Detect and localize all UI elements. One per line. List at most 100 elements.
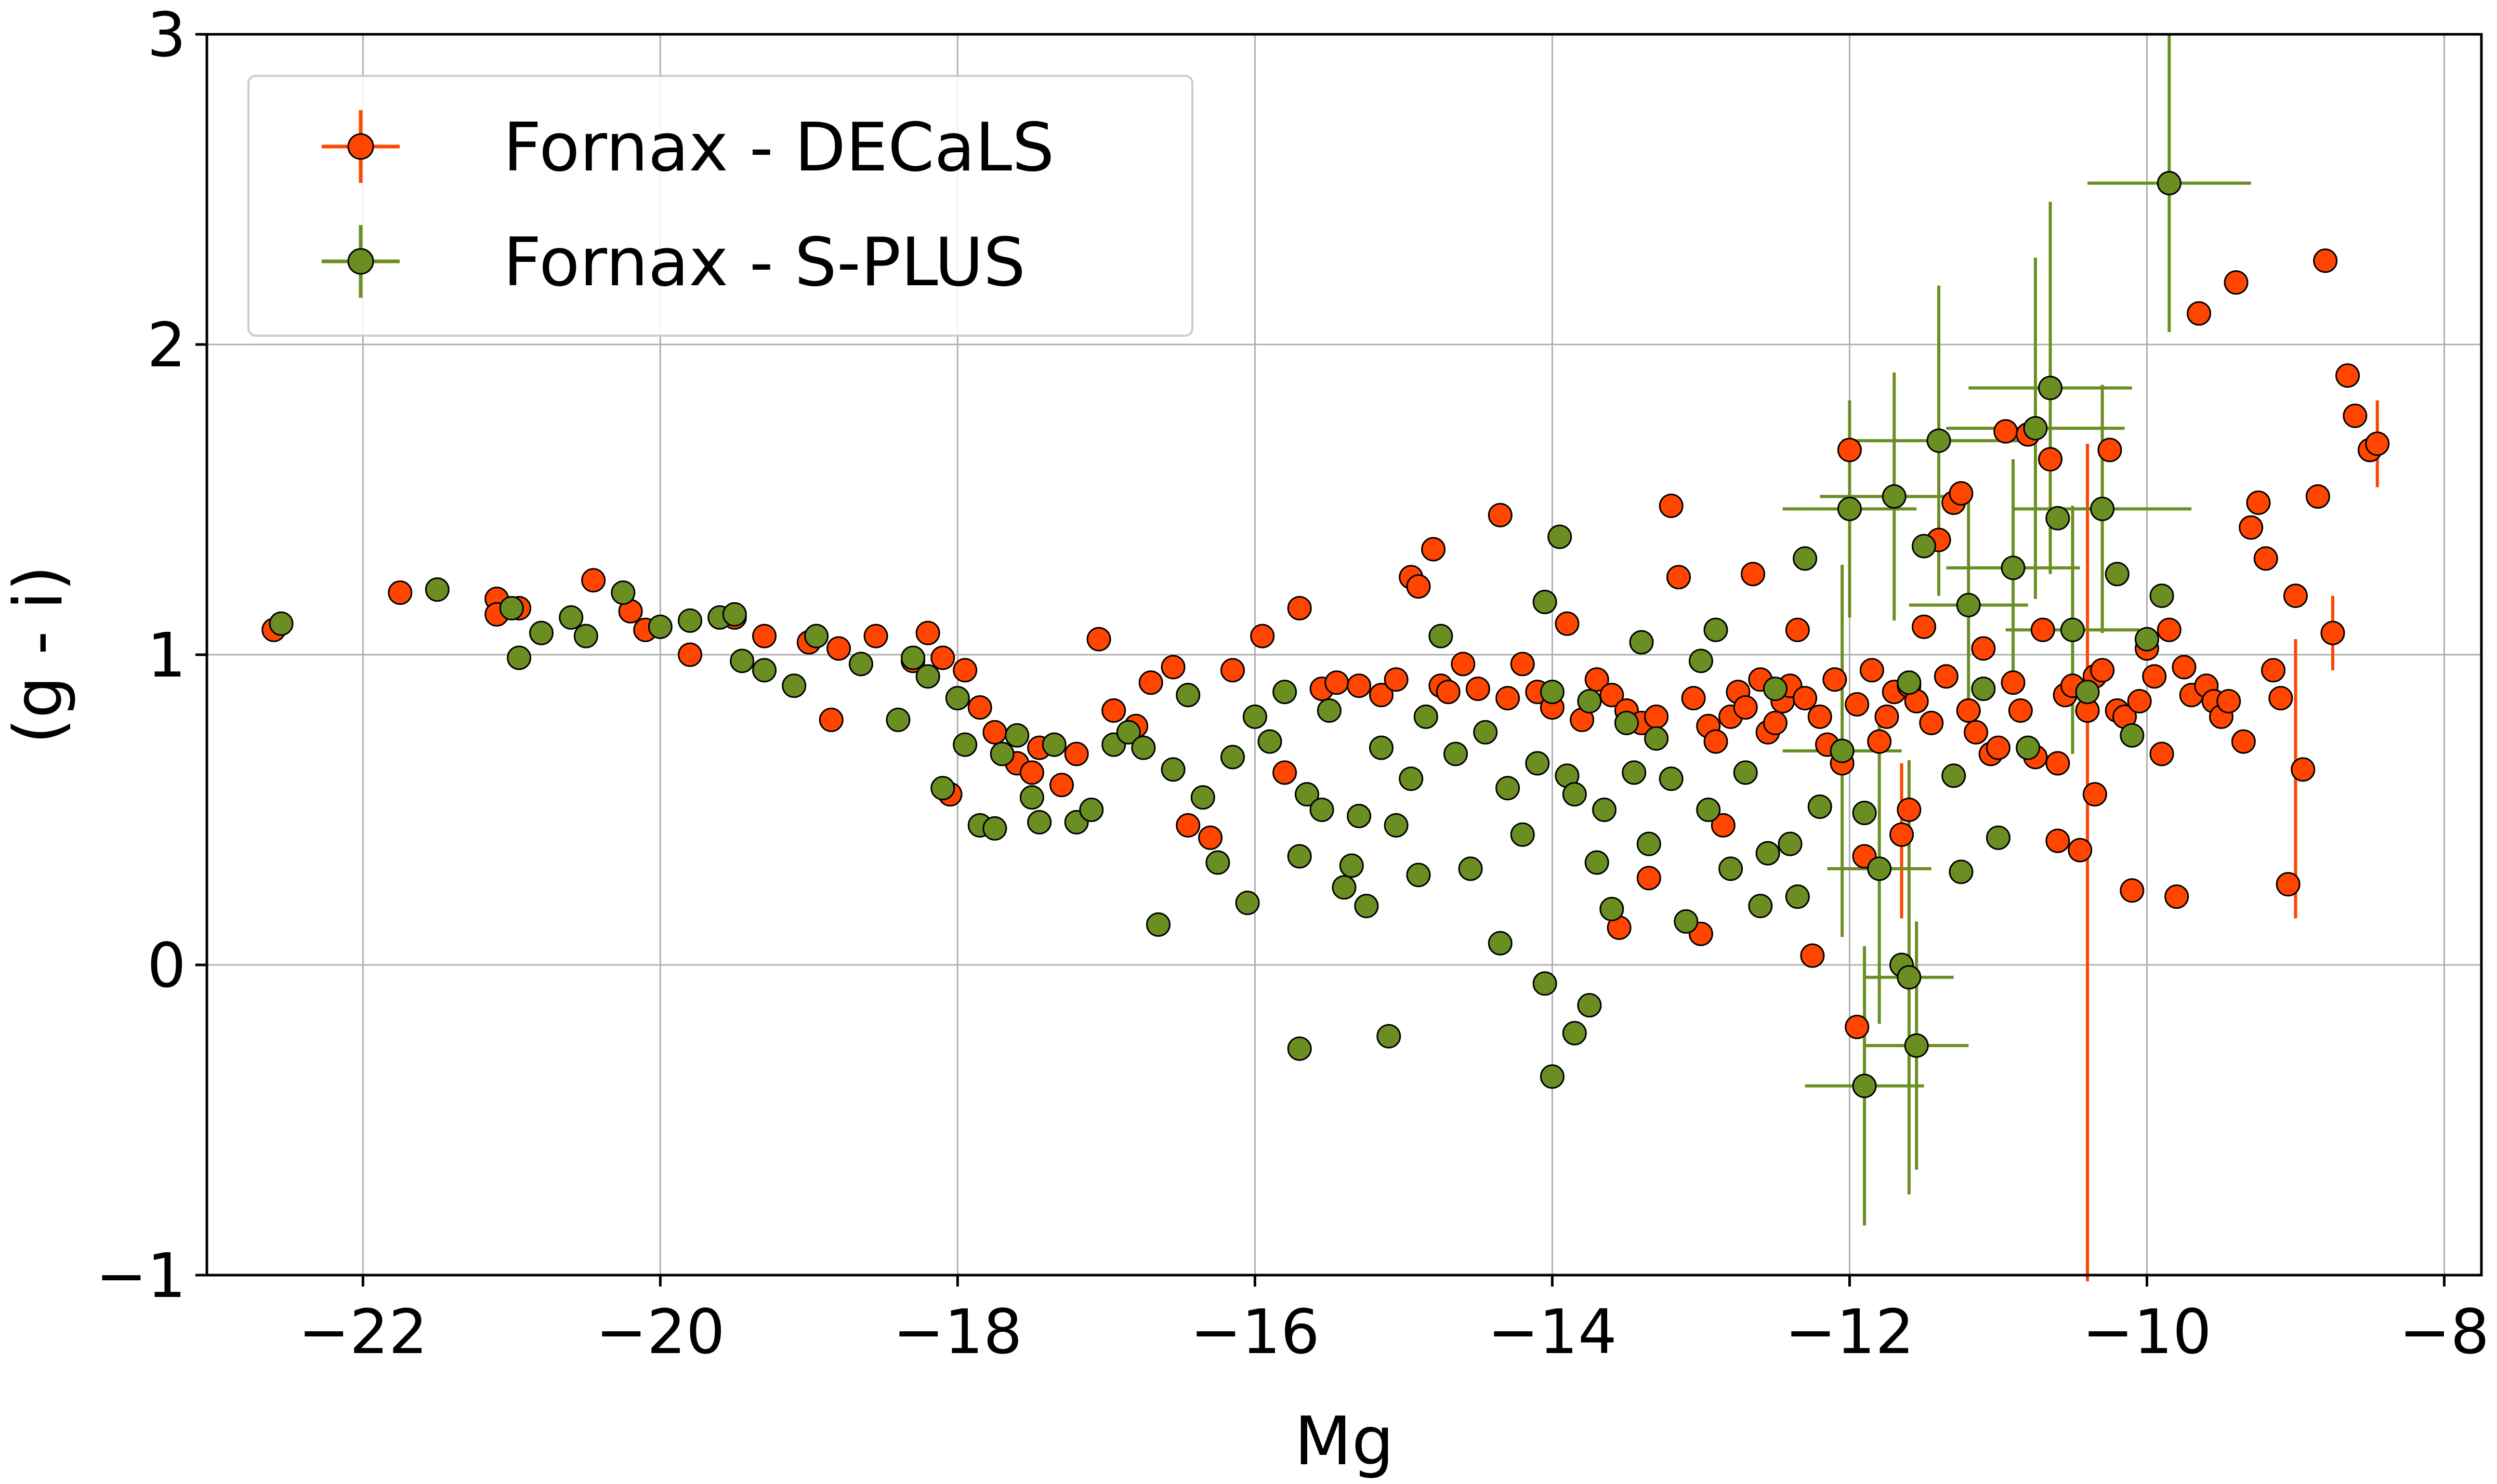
data-point (1235, 891, 1260, 916)
data-point (1250, 624, 1275, 648)
data-point (1176, 813, 1201, 838)
data-point (1941, 763, 1966, 788)
data-point (581, 568, 606, 593)
data-point (2239, 515, 2264, 540)
x-tick-label: −8 (2399, 1296, 2490, 1368)
data-point (1934, 664, 1959, 689)
data-point (1993, 419, 2018, 444)
data-point (1599, 897, 1624, 922)
data-point (1830, 738, 1855, 763)
data-point (1540, 680, 1565, 705)
data-point (1822, 667, 1847, 692)
data-point (1562, 1021, 1587, 1045)
data-point (2001, 670, 2026, 695)
data-point (1272, 680, 1297, 705)
data-point (1510, 652, 1535, 677)
data-point (1785, 884, 1810, 909)
data-point (1763, 677, 1788, 701)
data-point (915, 664, 940, 689)
data-point (1592, 798, 1617, 822)
data-point (1755, 841, 1780, 866)
data-point (1897, 670, 1922, 695)
data-point (1666, 565, 1691, 590)
data-point (2038, 376, 2063, 401)
data-point (1629, 630, 1654, 655)
data-point (1971, 636, 1996, 661)
data-point (2090, 496, 2115, 521)
data-point (1116, 720, 1141, 745)
data-point (2097, 438, 2122, 462)
data-point (2016, 735, 2041, 760)
data-point (678, 642, 703, 667)
data-point (1532, 590, 1557, 615)
legend-label-decals: Fornax - DECaLS (503, 109, 1054, 187)
x-tick-label: −18 (893, 1296, 1022, 1368)
data-point (1674, 909, 1699, 934)
data-point (1911, 614, 1936, 639)
data-point (752, 658, 777, 683)
data-point (269, 611, 294, 636)
data-point (1138, 670, 1163, 695)
data-point (1897, 798, 1922, 822)
data-point (1882, 484, 1907, 509)
data-point (1584, 667, 1609, 692)
y-tick-label: 0 (147, 930, 186, 1001)
data-point (1317, 698, 1342, 723)
data-point (1190, 785, 1215, 810)
data-point (1347, 803, 1372, 828)
data-point (2268, 686, 2293, 711)
data-point (573, 624, 598, 648)
data-point (1086, 627, 1111, 652)
data-point (1146, 912, 1171, 937)
data-point (1428, 624, 1453, 648)
data-point (1242, 704, 1267, 729)
data-point (804, 624, 829, 648)
data-point (1837, 496, 1862, 521)
x-tick-label: −22 (298, 1296, 428, 1368)
data-point (2276, 872, 2301, 897)
y-tick-label: 2 (147, 309, 186, 381)
data-point (1778, 831, 1803, 856)
data-point (2082, 782, 2107, 807)
data-point (1644, 726, 1669, 751)
data-point (1369, 735, 1394, 760)
data-point (1406, 863, 1431, 887)
data-point (1659, 766, 1684, 791)
data-point (819, 707, 844, 732)
data-point (1495, 686, 1520, 711)
data-point (1413, 704, 1438, 729)
data-point (1488, 502, 1513, 527)
data-point (1971, 677, 1996, 701)
data-point (1919, 710, 1944, 735)
data-point (1324, 670, 1349, 695)
data-point (1733, 760, 1758, 785)
legend-point (347, 248, 374, 275)
data-point (2090, 658, 2115, 683)
data-point (1451, 652, 1476, 677)
data-point (2001, 555, 2026, 580)
data-point (2335, 363, 2360, 388)
data-point (648, 614, 673, 639)
data-point (1272, 760, 1297, 785)
data-point (1161, 757, 1186, 782)
data-point (915, 620, 940, 645)
data-points (261, 171, 2390, 1098)
data-point (886, 707, 911, 732)
data-point (1852, 800, 1877, 825)
data-point (1101, 698, 1126, 723)
data-point (529, 620, 554, 645)
data-point (1748, 894, 1773, 919)
data-point (2045, 506, 2070, 531)
data-point (2343, 403, 2368, 428)
data-point (1845, 692, 1870, 717)
data-point (2045, 828, 2070, 853)
data-point (1198, 825, 1223, 850)
data-point (1859, 658, 1884, 683)
data-point (1867, 856, 1892, 881)
data-point (1473, 720, 1498, 745)
data-point (1584, 850, 1609, 875)
data-point (1926, 428, 1951, 453)
data-point (2320, 620, 2345, 645)
